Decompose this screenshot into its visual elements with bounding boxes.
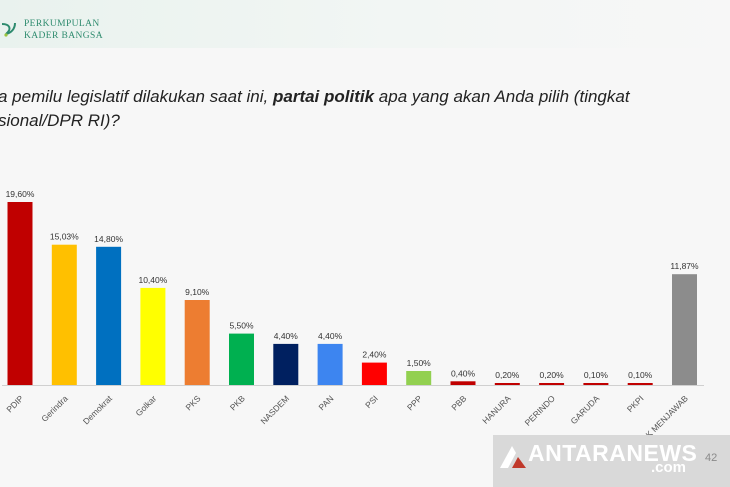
watermark-text: ANTARANEWS xyxy=(528,440,698,466)
tick-label: PKS xyxy=(184,393,203,412)
question-text-part1: a pemilu legislatif dilakukan saat ini, xyxy=(0,87,273,106)
data-label: 4,40% xyxy=(318,331,343,341)
tick-label: Golkar xyxy=(134,393,159,418)
bar-perindo xyxy=(539,383,565,385)
data-label: 4,40% xyxy=(274,331,299,341)
question-text-emphasis: partai politik xyxy=(272,87,375,106)
data-label: 0,10% xyxy=(628,370,653,380)
tick-label: PAN xyxy=(317,393,336,412)
data-label: 19,60% xyxy=(6,189,35,199)
data-label: 0,10% xyxy=(584,370,609,380)
bar-golkar xyxy=(140,287,166,385)
bar-tidak-menjawab xyxy=(672,274,697,385)
brand-name-line-1: PERKUMPULAN xyxy=(24,19,100,29)
bar-psi xyxy=(361,362,387,385)
bar-pdip xyxy=(7,202,33,385)
tick-label: PKB xyxy=(228,393,247,412)
bar-hanura xyxy=(494,383,520,385)
watermark-background xyxy=(493,435,730,487)
tick-label: PPP xyxy=(405,393,424,412)
data-label: 0,20% xyxy=(540,370,565,380)
tick-label: PDIP xyxy=(4,393,25,414)
bar-ppp xyxy=(406,371,432,385)
page-number: 42 xyxy=(705,452,718,464)
antaranews-logo-icon xyxy=(500,446,526,468)
data-label: 10,40% xyxy=(138,275,167,285)
data-label: 2,40% xyxy=(362,350,387,360)
bar-nasdem xyxy=(273,343,299,385)
data-label: 0,40% xyxy=(451,368,476,378)
tick-label: GARUDA xyxy=(569,393,602,426)
bar-demokrat xyxy=(96,246,122,385)
tick-label: HANURA xyxy=(480,393,513,426)
data-label: 0,20% xyxy=(495,370,520,380)
bar-pbb xyxy=(450,381,476,385)
tick-label: PERINDO xyxy=(523,393,558,428)
data-label: 15,03% xyxy=(50,232,79,242)
watermark-suffix: .com xyxy=(651,459,687,476)
data-label: 11,87% xyxy=(670,261,699,271)
tick-label: PKPI xyxy=(625,393,646,414)
bar-pan xyxy=(317,343,343,385)
bar-pkb xyxy=(229,333,254,385)
data-label: 1,50% xyxy=(407,358,432,368)
data-label: 9,10% xyxy=(185,287,210,297)
tick-label: PSI xyxy=(363,393,380,410)
question-text-line2: sional/DPR RI)? xyxy=(0,111,120,130)
bar-gerindra xyxy=(51,244,77,385)
bar-pks xyxy=(184,300,210,385)
tick-label: Gerindra xyxy=(39,393,70,424)
tick-label: NASDEM xyxy=(258,393,291,426)
header-band xyxy=(0,0,730,48)
data-label: 14,80% xyxy=(94,234,123,244)
brand-name-line-2: KADER BANGSA xyxy=(24,31,103,41)
organization-logo-icon xyxy=(1,22,16,37)
data-label: 5,50% xyxy=(229,321,254,331)
tick-label: PBB xyxy=(449,393,468,412)
question-text-part2: apa yang akan Anda pilih (tingkat xyxy=(374,87,630,106)
bar-pkpi xyxy=(627,383,653,385)
bar-garuda xyxy=(583,383,609,385)
tick-label: Demokrat xyxy=(81,393,115,427)
survey-question: a pemilu legislatif dilakukan saat ini, … xyxy=(0,85,698,133)
